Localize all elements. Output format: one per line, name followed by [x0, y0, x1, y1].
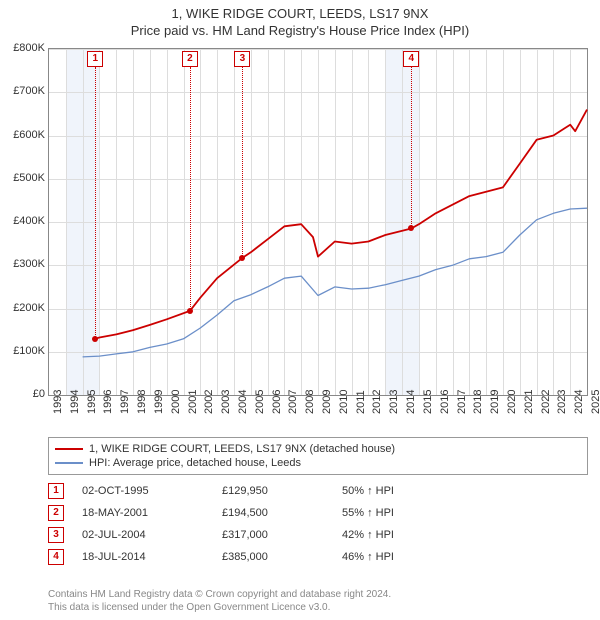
row-price: £385,000 — [222, 551, 342, 563]
row-price: £194,500 — [222, 507, 342, 519]
legend-label-2: HPI: Average price, detached house, Leed… — [89, 457, 301, 469]
ytick-label: £700K — [5, 85, 45, 97]
row-date: 18-MAY-2001 — [82, 507, 222, 519]
marker-dotted-line — [411, 67, 412, 228]
xtick-label: 2000 — [170, 390, 182, 414]
ytick-label: £200K — [5, 302, 45, 314]
xtick-label: 2001 — [187, 390, 199, 414]
xtick-label: 2005 — [254, 390, 266, 414]
xtick-label: 2007 — [287, 390, 299, 414]
chart-marker: 4 — [403, 51, 419, 67]
xtick-label: 2006 — [271, 390, 283, 414]
title-address: 1, WIKE RIDGE COURT, LEEDS, LS17 9NX — [0, 6, 600, 21]
xtick-label: 2013 — [388, 390, 400, 414]
xtick-label: 2025 — [590, 390, 600, 414]
xtick-label: 2017 — [456, 390, 468, 414]
row-marker: 2 — [48, 505, 64, 521]
marker-dot — [187, 308, 193, 314]
table-row: 3 02-JUL-2004 £317,000 42% ↑ HPI — [48, 524, 588, 546]
marker-dot — [239, 255, 245, 261]
xtick-label: 2014 — [405, 390, 417, 414]
xtick-label: 2004 — [237, 390, 249, 414]
ytick-label: £500K — [5, 172, 45, 184]
row-diff: 50% ↑ HPI — [342, 485, 462, 497]
ytick-label: £600K — [5, 129, 45, 141]
xtick-label: 2021 — [523, 390, 535, 414]
xtick-label: 1997 — [119, 390, 131, 414]
chart-marker: 3 — [234, 51, 250, 67]
legend-item-series1: 1, WIKE RIDGE COURT, LEEDS, LS17 9NX (de… — [55, 442, 581, 456]
row-price: £317,000 — [222, 529, 342, 541]
legend-swatch-2 — [55, 462, 83, 464]
title-block: 1, WIKE RIDGE COURT, LEEDS, LS17 9NX Pri… — [0, 0, 600, 38]
ytick-label: £400K — [5, 215, 45, 227]
row-marker: 1 — [48, 483, 64, 499]
ytick-label: £100K — [5, 345, 45, 357]
row-date: 02-JUL-2004 — [82, 529, 222, 541]
footer-line1: Contains HM Land Registry data © Crown c… — [48, 588, 588, 601]
row-price: £129,950 — [222, 485, 342, 497]
xtick-label: 2015 — [422, 390, 434, 414]
legend: 1, WIKE RIDGE COURT, LEEDS, LS17 9NX (de… — [48, 437, 588, 475]
transaction-table: 1 02-OCT-1995 £129,950 50% ↑ HPI 2 18-MA… — [48, 480, 588, 568]
table-row: 2 18-MAY-2001 £194,500 55% ↑ HPI — [48, 502, 588, 524]
table-row: 1 02-OCT-1995 £129,950 50% ↑ HPI — [48, 480, 588, 502]
row-diff: 46% ↑ HPI — [342, 551, 462, 563]
xtick-label: 2019 — [489, 390, 501, 414]
marker-dotted-line — [190, 67, 191, 311]
xtick-label: 2023 — [556, 390, 568, 414]
ytick-label: £300K — [5, 258, 45, 270]
ytick-label: £800K — [5, 42, 45, 54]
xtick-label: 2003 — [220, 390, 232, 414]
row-marker: 4 — [48, 549, 64, 565]
row-marker: 3 — [48, 527, 64, 543]
xtick-label: 1994 — [69, 390, 81, 414]
xtick-label: 2018 — [472, 390, 484, 414]
xtick-label: 1999 — [153, 390, 165, 414]
xtick-label: 2011 — [355, 390, 367, 414]
xtick-label: 2020 — [506, 390, 518, 414]
table-row: 4 18-JUL-2014 £385,000 46% ↑ HPI — [48, 546, 588, 568]
row-diff: 55% ↑ HPI — [342, 507, 462, 519]
marker-dot — [408, 225, 414, 231]
marker-dotted-line — [242, 67, 243, 258]
xtick-label: 1996 — [102, 390, 114, 414]
marker-dotted-line — [95, 67, 96, 339]
xtick-label: 1993 — [52, 390, 64, 414]
row-date: 18-JUL-2014 — [82, 551, 222, 563]
marker-dot — [92, 336, 98, 342]
xtick-label: 1998 — [136, 390, 148, 414]
series-line — [83, 208, 587, 357]
plot-area: 1 2 3 4 — [48, 48, 588, 396]
chart-svg — [49, 49, 587, 395]
chart-container: 1, WIKE RIDGE COURT, LEEDS, LS17 9NX Pri… — [0, 0, 600, 620]
xtick-label: 2012 — [371, 390, 383, 414]
legend-label-1: 1, WIKE RIDGE COURT, LEEDS, LS17 9NX (de… — [89, 443, 395, 455]
title-subtitle: Price paid vs. HM Land Registry's House … — [0, 23, 600, 38]
footer-line2: This data is licensed under the Open Gov… — [48, 601, 588, 614]
xtick-label: 2009 — [321, 390, 333, 414]
row-date: 02-OCT-1995 — [82, 485, 222, 497]
series-line — [95, 110, 587, 339]
chart-marker: 1 — [87, 51, 103, 67]
xtick-label: 2010 — [338, 390, 350, 414]
ytick-label: £0 — [5, 388, 45, 400]
xtick-label: 2024 — [573, 390, 585, 414]
xtick-label: 1995 — [86, 390, 98, 414]
row-diff: 42% ↑ HPI — [342, 529, 462, 541]
xtick-label: 2022 — [540, 390, 552, 414]
xtick-label: 2002 — [203, 390, 215, 414]
footer: Contains HM Land Registry data © Crown c… — [48, 588, 588, 614]
legend-swatch-1 — [55, 448, 83, 450]
xtick-label: 2008 — [304, 390, 316, 414]
legend-item-series2: HPI: Average price, detached house, Leed… — [55, 456, 581, 470]
chart-marker: 2 — [182, 51, 198, 67]
xtick-label: 2016 — [439, 390, 451, 414]
